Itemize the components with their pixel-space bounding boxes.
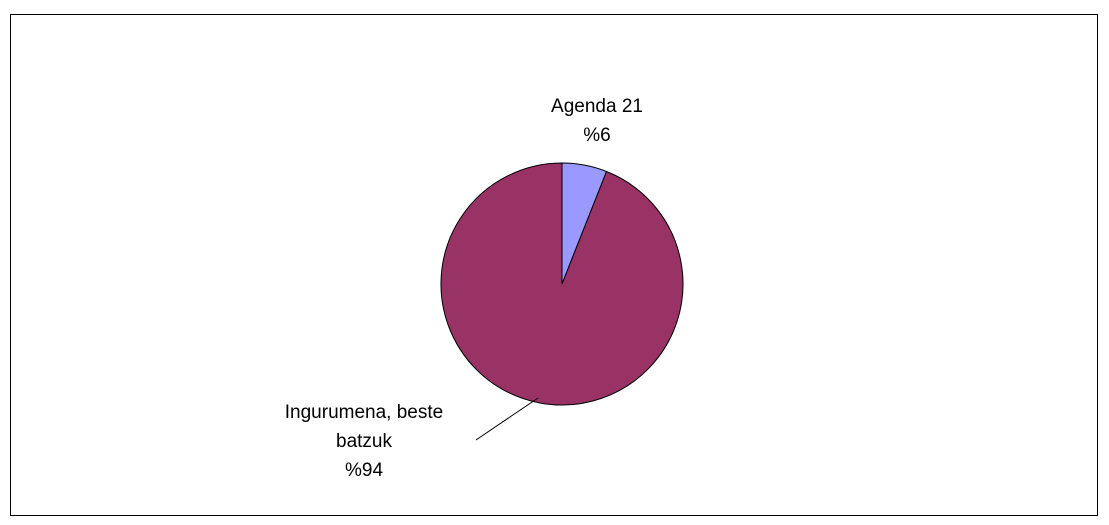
slice-category-label: Agenda 21 [551, 96, 643, 117]
slice-value-label: %94 [345, 460, 383, 481]
slice-category-label: Ingurumena, beste [285, 402, 443, 423]
slice-value-label: %6 [583, 125, 610, 146]
leader-line [475, 397, 539, 441]
pie-slice [440, 162, 684, 406]
leader-lines [475, 397, 539, 441]
slice-category-label: batzuk [336, 431, 392, 452]
pie-slices [440, 162, 684, 406]
slice-labels: Agenda 21 %6 Ingurumena, beste batzuk %94 [285, 96, 643, 481]
